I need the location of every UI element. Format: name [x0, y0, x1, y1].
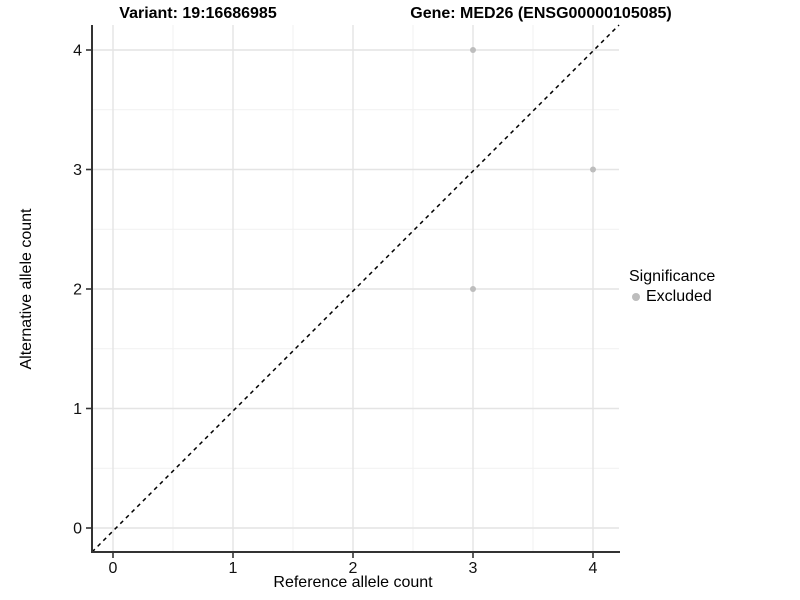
legend: Significance Excluded: [629, 268, 715, 306]
x-tick-label: 0: [109, 560, 118, 577]
data-point-excluded: [470, 286, 476, 292]
y-tick-label: 1: [73, 401, 82, 418]
excluded-point-marker-icon: [632, 293, 640, 301]
data-point-excluded: [470, 47, 476, 53]
plot-title-variant: Variant: 19:16686985: [119, 5, 277, 22]
x-tick-label: 1: [229, 560, 238, 577]
y-tick-label: 3: [73, 162, 82, 179]
y-axis-title: Alternative allele count: [18, 208, 35, 370]
plot-title-gene: Gene: MED26 (ENSG00000105085): [410, 5, 672, 22]
y-tick-label: 4: [73, 43, 82, 60]
x-tick-label: 4: [589, 560, 598, 577]
x-tick-label: 2: [349, 560, 358, 577]
y-tick-label: 0: [73, 521, 82, 538]
y-tick-label: 2: [73, 282, 82, 299]
x-tick-label: 3: [469, 560, 478, 577]
legend-title: Significance: [629, 268, 716, 285]
x-axis-title: Reference allele count: [273, 574, 433, 591]
legend-entry-label: Excluded: [646, 288, 712, 305]
data-point-excluded: [590, 166, 596, 173]
legend-entry-excluded: Excluded: [632, 288, 715, 306]
